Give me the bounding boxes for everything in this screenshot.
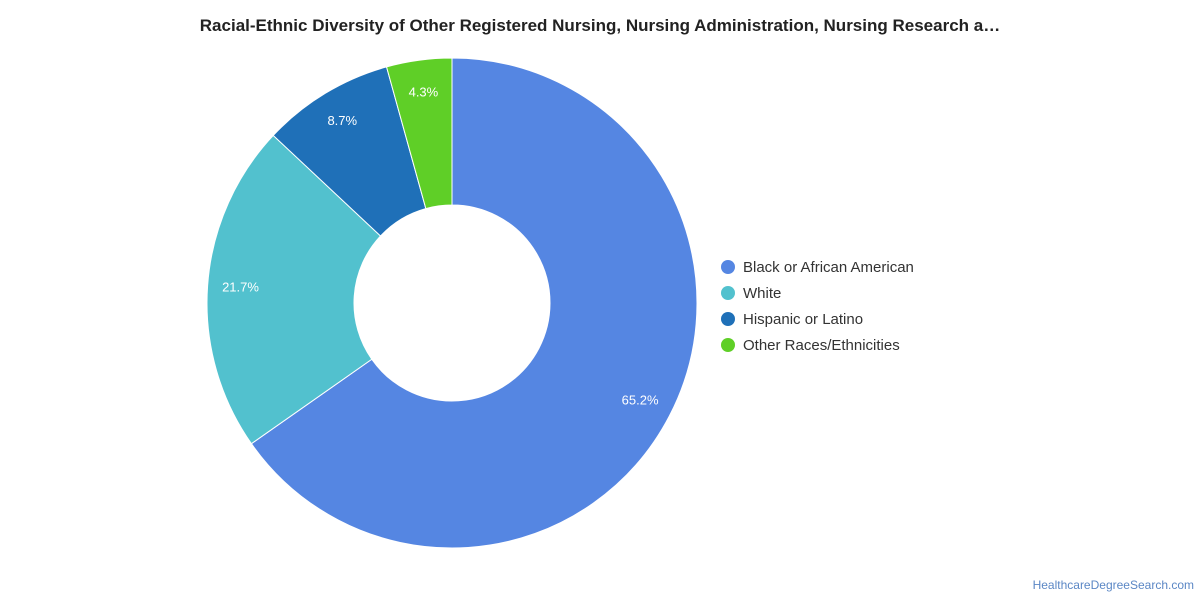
legend-label: Hispanic or Latino xyxy=(743,310,864,328)
data-label-3: 4.3% xyxy=(409,84,439,99)
legend-label: Black or African American xyxy=(743,258,914,276)
legend-item-3[interactable]: Other Races/Ethnicities xyxy=(721,332,914,358)
data-label-1: 21.7% xyxy=(222,279,259,294)
chart-title: Racial-Ethnic Diversity of Other Registe… xyxy=(199,16,1001,35)
legend-swatch-icon xyxy=(721,312,735,326)
legend-swatch-icon xyxy=(721,338,735,352)
legend-item-0[interactable]: Black or African American xyxy=(721,254,914,280)
data-label-2: 8.7% xyxy=(327,113,357,128)
legend-item-2[interactable]: Hispanic or Latino xyxy=(721,306,914,332)
slice-3[interactable] xyxy=(385,57,453,210)
slice-0[interactable] xyxy=(250,57,698,549)
legend: Black or African American White Hispanic o… xyxy=(721,254,914,358)
legend-swatch-icon xyxy=(721,260,735,274)
donut-slices xyxy=(206,57,698,549)
donut-data-labels: 65.2% 21.7% 8.7% 4.3% xyxy=(222,84,659,407)
data-label-0: 65.2% xyxy=(622,392,659,407)
legend-label: Other Races/Ethnicities xyxy=(743,336,900,354)
legend-swatch-icon xyxy=(721,286,735,300)
legend-item-1[interactable]: White xyxy=(721,280,914,306)
slice-1[interactable] xyxy=(206,134,382,445)
legend-label: White xyxy=(743,284,782,302)
source-link[interactable]: HealthcareDegreeSearch.com xyxy=(1032,578,1194,592)
